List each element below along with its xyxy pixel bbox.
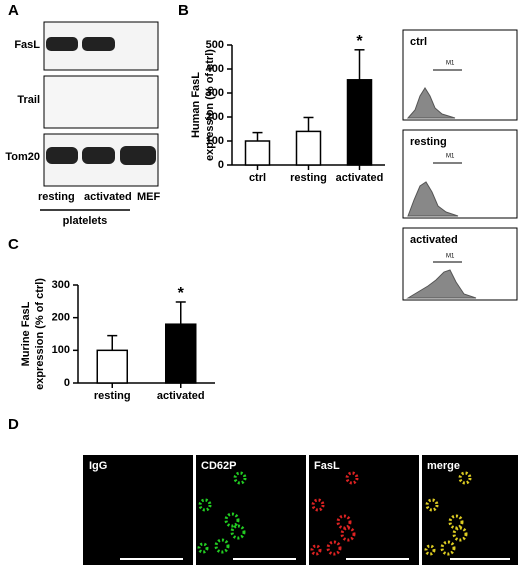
flow-label: resting	[410, 136, 447, 148]
image-label: IgG	[89, 460, 107, 472]
band	[46, 37, 78, 51]
y-tick-label: 300	[206, 87, 224, 99]
row-label: FasL	[14, 39, 40, 51]
y-tick-label: 500	[206, 39, 224, 51]
bar	[165, 323, 197, 384]
bar	[346, 79, 373, 166]
gate-label: M1	[446, 254, 455, 260]
annotation: *	[178, 285, 185, 302]
y-axis-label: Murine FasL	[20, 301, 32, 366]
panel-letter: A	[8, 2, 19, 19]
band	[46, 147, 78, 164]
y-tick-label: 300	[52, 279, 70, 291]
image	[309, 455, 419, 565]
lane-label: MEF	[137, 191, 161, 203]
row-label: Tom20	[5, 151, 40, 163]
bar	[295, 130, 322, 166]
panel-letter: B	[178, 2, 189, 19]
y-tick-label: 200	[206, 111, 224, 123]
histogram	[407, 181, 459, 217]
x-tick-label: resting	[290, 172, 327, 184]
image	[196, 455, 306, 565]
bar	[244, 140, 271, 166]
panel-letter: D	[8, 416, 19, 433]
x-tick-label: activated	[336, 172, 384, 184]
image-label: merge	[427, 460, 460, 472]
y-axis-label: expression (% of ctrl)	[204, 49, 216, 161]
y-tick-label: 0	[218, 159, 224, 171]
band	[82, 37, 115, 51]
cells	[197, 471, 247, 554]
blot	[43, 75, 159, 129]
y-tick-label: 100	[52, 344, 70, 356]
y-axis-label: Human FasL	[190, 72, 202, 138]
cells	[424, 471, 472, 556]
group-label: platelets	[63, 215, 108, 227]
image	[422, 455, 518, 565]
row-label: Trail	[17, 94, 40, 106]
flow-box	[402, 29, 518, 121]
gate-label: M1	[446, 61, 455, 67]
y-tick-label: 200	[52, 312, 70, 324]
bar	[96, 349, 128, 384]
histogram	[406, 269, 477, 299]
x-tick-label: resting	[94, 390, 131, 402]
lane-label: activated	[84, 191, 132, 203]
annotation: *	[356, 33, 363, 50]
flow-panels: ctrl M1 resting M1 activated M1	[402, 29, 518, 301]
lane-label: resting	[38, 191, 75, 203]
y-axis-label: expression (% of ctrl)	[34, 278, 46, 390]
y-tick-label: 100	[206, 135, 224, 147]
image-label: FasL	[314, 460, 340, 472]
flow-label: activated	[410, 234, 458, 246]
band	[82, 147, 115, 164]
panel-letter: C	[8, 236, 19, 253]
flow-label: ctrl	[410, 36, 427, 48]
gate-label: M1	[446, 154, 455, 160]
x-tick-label: ctrl	[249, 172, 266, 184]
cells	[310, 471, 359, 556]
image-label: CD62P	[201, 460, 236, 472]
histogram	[406, 87, 456, 119]
image	[83, 455, 193, 565]
band	[120, 146, 156, 165]
y-tick-label: 400	[206, 63, 224, 75]
y-tick-label: 0	[64, 377, 70, 389]
x-tick-label: activated	[157, 390, 205, 402]
micrographs: IgG CD62P FasL merge	[83, 455, 518, 565]
